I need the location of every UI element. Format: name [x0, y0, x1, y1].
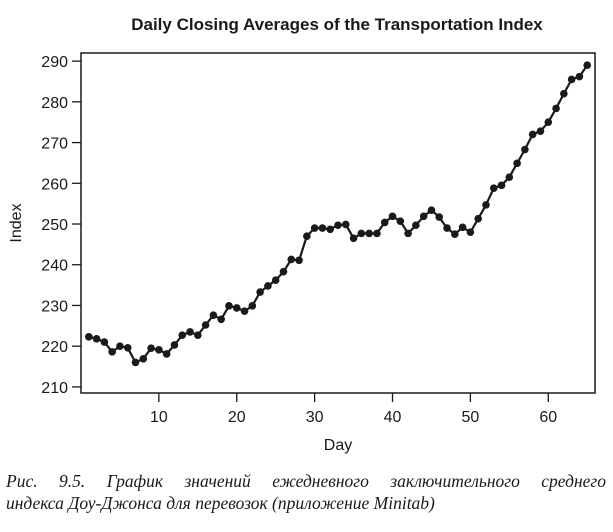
x-tick-label: 30: [306, 409, 324, 426]
figure-caption: Рис. 9.5. График значений ежедневного за…: [6, 470, 606, 514]
data-point: [466, 228, 475, 236]
plot-frame: [80, 52, 596, 394]
data-point: [287, 255, 296, 264]
y-tick-label: 270: [41, 136, 68, 153]
data-point: [373, 229, 381, 238]
data-point: [513, 159, 521, 168]
data-point: [474, 214, 482, 223]
data-point: [201, 321, 210, 329]
data-point: [186, 328, 194, 336]
data-point: [279, 267, 288, 276]
data-point: [341, 220, 350, 229]
data-point: [209, 311, 218, 320]
data-point: [248, 302, 257, 310]
data-point: [240, 307, 249, 315]
data-point: [458, 223, 467, 232]
data-point: [567, 75, 576, 84]
caption-line-1: Рис. 9.5. График значений ежедневного за…: [6, 471, 606, 491]
y-axis: 210 220 230 240 250 260 270 280 290: [41, 54, 81, 397]
data-point: [131, 358, 140, 367]
y-tick-label: 220: [41, 339, 68, 356]
data-point: [225, 302, 233, 310]
x-tick-label: 50: [461, 409, 479, 426]
y-tick-label: 280: [41, 95, 68, 112]
series-layer: [84, 61, 592, 367]
data-point: [232, 304, 241, 312]
data-point: [427, 206, 436, 214]
data-point: [388, 212, 397, 221]
data-point: [116, 342, 124, 350]
data-point: [349, 234, 358, 243]
x-tick-label: 40: [384, 409, 402, 426]
data-point: [162, 350, 171, 358]
data-point: [310, 224, 319, 232]
x-tick-label: 60: [539, 409, 557, 426]
x-tick-label: 10: [150, 409, 168, 426]
series-line: [88, 64, 589, 364]
data-point: [419, 212, 428, 221]
y-tick-label: 230: [41, 298, 68, 315]
caption-line-2: индекса Доу-Джонса для перевозок (прилож…: [6, 493, 435, 513]
y-axis-label: Index: [8, 203, 25, 242]
data-point: [451, 230, 459, 238]
data-point: [256, 288, 264, 296]
data-point: [92, 335, 101, 343]
data-point: [326, 225, 335, 234]
data-point: [318, 224, 327, 232]
data-point: [334, 221, 342, 230]
data-point: [380, 218, 389, 227]
data-point: [264, 282, 272, 290]
x-axis-label: Day: [324, 437, 352, 454]
data-point: [536, 127, 545, 135]
data-point: [217, 315, 225, 324]
data-point: [583, 61, 592, 70]
y-tick-label: 290: [41, 54, 68, 71]
data-point: [482, 201, 490, 209]
data-point: [505, 173, 514, 181]
data-point: [544, 118, 553, 127]
data-point: [108, 348, 116, 356]
data-point: [443, 224, 451, 232]
data-point: [178, 331, 187, 339]
data-point: [365, 229, 373, 238]
data-point: [357, 229, 366, 238]
data-point: [123, 344, 132, 352]
data-point: [552, 104, 560, 113]
data-point: [435, 213, 444, 221]
data-point: [404, 229, 412, 238]
data-point: [100, 338, 109, 346]
chart: Daily Closing Averages of the Transporta…: [8, 15, 596, 454]
data-point: [396, 217, 405, 225]
data-point: [497, 181, 506, 190]
data-point: [84, 333, 93, 341]
data-point: [560, 89, 568, 98]
y-tick-label: 260: [41, 176, 68, 193]
data-point: [139, 354, 148, 363]
data-point: [147, 344, 155, 353]
y-tick-label: 240: [41, 258, 68, 275]
data-point: [271, 276, 280, 285]
x-axis: 10 20 30 40 50 60: [150, 393, 557, 426]
y-tick-label: 210: [41, 380, 68, 397]
data-point: [489, 184, 498, 192]
data-point: [295, 256, 303, 265]
data-point: [303, 232, 311, 241]
data-point: [170, 341, 179, 349]
data-point: [521, 145, 529, 154]
y-tick-label: 250: [41, 217, 68, 234]
data-point: [155, 346, 163, 354]
data-point: [528, 130, 537, 139]
data-point: [412, 221, 420, 230]
data-point: [575, 72, 584, 81]
x-tick-label: 20: [228, 409, 246, 426]
data-point: [194, 331, 202, 339]
chart-title: Daily Closing Averages of the Transporta…: [131, 15, 543, 34]
